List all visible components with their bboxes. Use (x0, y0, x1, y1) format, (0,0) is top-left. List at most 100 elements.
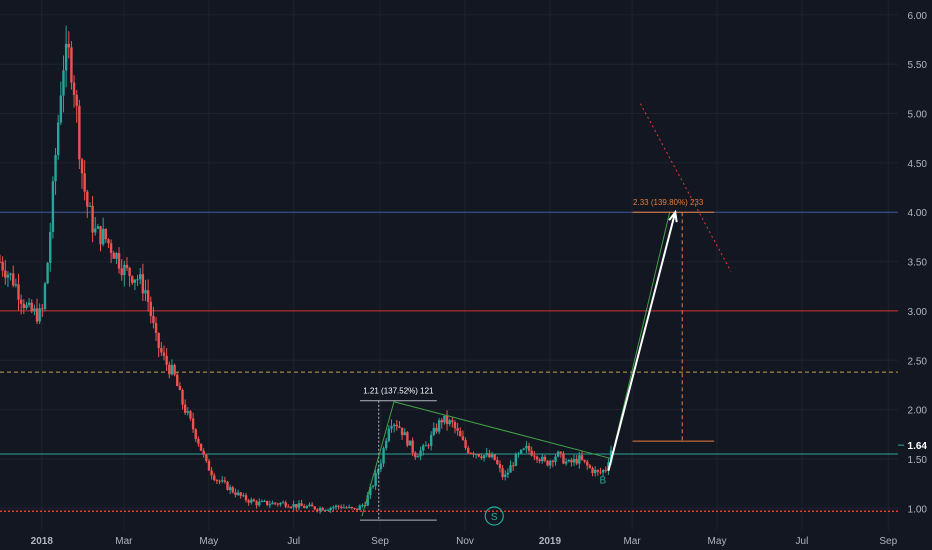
candle-body (49, 231, 52, 264)
candle-body (88, 205, 92, 207)
split-marker-circle[interactable] (484, 506, 504, 526)
candle-body (501, 468, 504, 478)
candle-body (223, 480, 227, 482)
candle-body (284, 502, 287, 507)
candle-body (54, 155, 57, 182)
candle-body (308, 504, 311, 507)
y-tick-label: 6.00 (908, 11, 928, 22)
x-tick-label: 2019 (539, 536, 562, 547)
candle-body (70, 47, 73, 83)
candle-body (273, 502, 277, 504)
y-tick-label: 4.50 (908, 159, 928, 170)
candle-body (490, 454, 494, 458)
candle-body (591, 467, 594, 474)
candle-body (607, 462, 610, 471)
candle-body (554, 456, 557, 463)
last-price-label: 1.64 (908, 441, 928, 452)
y-tick-label: 5.50 (908, 60, 928, 71)
candle-body (345, 507, 348, 509)
candle-body (115, 253, 118, 259)
candle-body (511, 465, 515, 467)
candle-body (578, 455, 581, 464)
y-tick-label: 2.00 (908, 406, 928, 417)
candle-body (22, 303, 26, 309)
projection-arrow-head (668, 209, 678, 223)
candle-body (506, 472, 510, 475)
candle-body (564, 461, 568, 464)
candle-body (72, 82, 76, 95)
candle-body (493, 454, 496, 460)
measure-label: 1.21 (137.52%) 121 (363, 387, 434, 396)
candle-body (406, 432, 409, 446)
candle-body (281, 502, 285, 504)
candle-body (80, 159, 84, 174)
candle-body (374, 473, 377, 486)
candle-body (12, 273, 15, 286)
candle-body (265, 500, 269, 505)
grid-lines (0, 0, 898, 530)
candle-body (453, 422, 457, 429)
candle-body (482, 455, 486, 459)
candle-body (337, 505, 340, 507)
candle-body (300, 503, 303, 507)
candle-body (517, 453, 520, 455)
candle-body (250, 499, 253, 503)
candle-body (86, 191, 89, 207)
x-tick-label: May (199, 536, 218, 547)
candle-body (377, 469, 380, 474)
y-tick-label: 4.00 (908, 208, 928, 219)
candles (0, 25, 613, 515)
candle-body (340, 506, 343, 508)
candle-body (303, 506, 306, 508)
candle-body (101, 228, 105, 245)
candle-body (112, 252, 115, 259)
candle-body (189, 411, 192, 419)
candle-body (133, 279, 137, 283)
candle-body (334, 505, 338, 508)
candle-body (244, 495, 248, 501)
candle-body (41, 308, 44, 310)
candle-body (488, 453, 491, 458)
candle-body (387, 428, 391, 441)
candle-body (62, 70, 65, 96)
candle-body (176, 374, 179, 387)
candle-body (138, 274, 142, 280)
candle-body (292, 504, 295, 508)
candle-body (586, 461, 589, 466)
candle-body (271, 502, 274, 505)
y-tick-label: 1.00 (908, 504, 928, 515)
candle-body (467, 447, 470, 454)
candle-body (514, 454, 518, 466)
x-tick-label: 2018 (31, 536, 54, 547)
candle-body (19, 299, 23, 304)
candle-body (215, 480, 219, 482)
candle-body (543, 456, 547, 461)
last-price-bg (900, 437, 932, 454)
x-tick-label: Mar (623, 536, 641, 547)
candle-body (570, 459, 573, 463)
candle-body (228, 487, 232, 490)
candle-body (509, 465, 512, 473)
candle-body (355, 508, 359, 511)
candle-body (385, 440, 388, 449)
candle-body (456, 428, 459, 431)
candle-body (461, 436, 465, 441)
candle-body (318, 508, 322, 511)
candle-body (583, 459, 586, 462)
y-tick-label: 2.50 (908, 356, 928, 367)
candle-body (411, 440, 414, 453)
candle-body (213, 475, 216, 481)
candle-body (324, 509, 327, 511)
candle-body (247, 500, 250, 503)
candle-body (56, 122, 60, 156)
candle-body (165, 355, 168, 365)
candle-body (91, 205, 94, 233)
candle-body (154, 323, 158, 334)
candle-body (186, 411, 190, 413)
candle-body (141, 274, 145, 294)
candle-body (38, 308, 41, 322)
candle-body (1, 261, 4, 271)
drawings: 1.21 (137.52%) 121 2.33 (139.80%) 233 B S (359, 103, 732, 526)
candle-body (440, 420, 443, 423)
